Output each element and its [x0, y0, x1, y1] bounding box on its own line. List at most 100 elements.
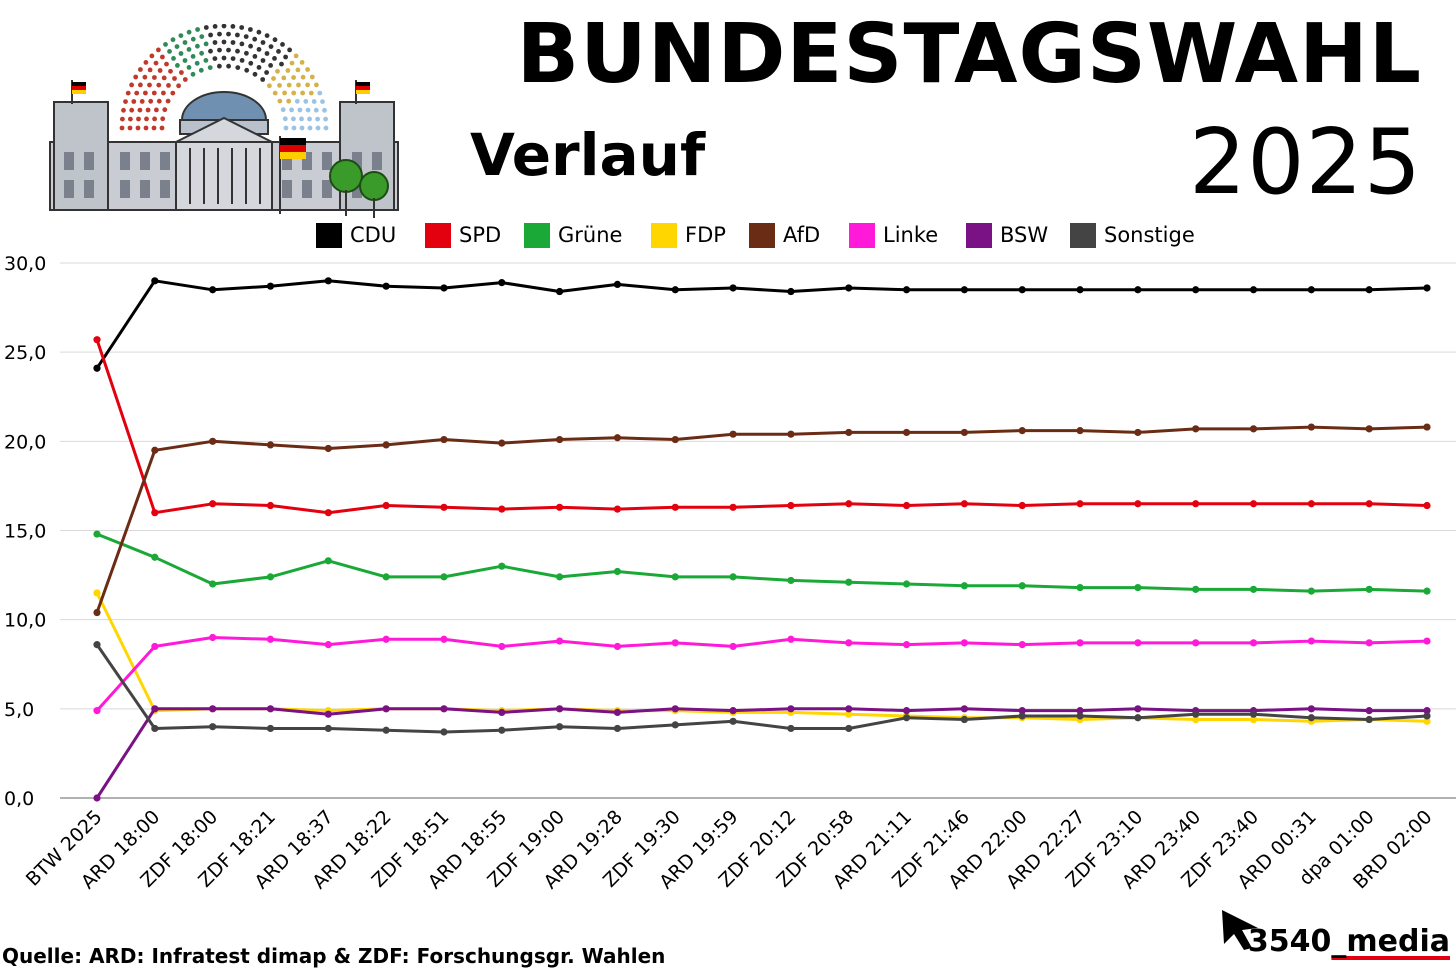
data-point	[1307, 500, 1315, 508]
seat-dot	[166, 83, 171, 88]
seat-dot	[175, 63, 180, 68]
data-point	[324, 557, 332, 565]
data-point	[613, 567, 622, 576]
data-point	[556, 637, 564, 645]
data-point	[151, 724, 159, 733]
seat-dot	[295, 67, 301, 73]
data-point	[324, 724, 332, 733]
data-point	[671, 705, 679, 713]
data-point	[1423, 284, 1431, 292]
seat-dot	[125, 90, 131, 96]
page-title: BUNDESTAGSWAHL	[516, 7, 1422, 102]
seat-dot	[199, 34, 205, 39]
data-point	[1423, 707, 1431, 715]
seat-dot	[305, 67, 310, 72]
data-point	[613, 724, 622, 733]
seat-dot	[230, 24, 236, 29]
series-cdu	[93, 277, 1431, 372]
seat-dot	[256, 29, 262, 35]
seat-dot	[291, 90, 297, 96]
brand-logo: 3540_media	[1248, 924, 1450, 959]
seat-dot	[182, 40, 188, 45]
seat-dot	[323, 116, 328, 122]
data-point	[324, 710, 332, 718]
y-tick-label: 30,0	[4, 253, 46, 275]
data-point	[324, 641, 332, 649]
data-point	[440, 705, 448, 713]
data-point	[209, 633, 217, 642]
data-point	[671, 639, 679, 647]
data-point	[845, 500, 853, 508]
data-point	[440, 728, 448, 736]
seat-dot	[299, 116, 304, 122]
data-point	[1249, 715, 1258, 724]
data-point	[787, 501, 795, 510]
seat-dot	[287, 47, 292, 53]
seat-dot	[300, 90, 305, 96]
data-point	[1423, 587, 1431, 595]
series-linke	[93, 633, 1431, 715]
seat-dot	[272, 90, 278, 96]
seat-dot	[159, 125, 165, 131]
data-point	[671, 435, 679, 444]
data-point	[1076, 500, 1084, 508]
seat-dot	[264, 51, 270, 56]
seat-dot	[149, 53, 155, 59]
data-point	[902, 641, 911, 649]
seat-dot	[135, 125, 141, 131]
data-point	[1018, 582, 1026, 590]
seat-dot	[151, 125, 157, 131]
seat-dot	[283, 54, 288, 60]
seat-dot	[174, 44, 180, 49]
series-line	[95, 279, 1428, 370]
data-point	[845, 578, 853, 586]
legend-swatch	[316, 223, 342, 248]
data-point	[382, 726, 390, 734]
seat-dot	[190, 36, 196, 42]
seat-dot	[186, 65, 192, 70]
seat-dot	[300, 74, 306, 80]
data-point	[902, 714, 911, 722]
series-line	[95, 643, 1428, 734]
seat-dot	[120, 116, 125, 122]
seat-dot	[267, 83, 272, 89]
data-point	[1076, 583, 1084, 592]
data-point	[151, 446, 159, 454]
page-subtitle: Verlauf	[470, 121, 706, 189]
series-bsw	[93, 705, 1431, 802]
data-point	[93, 707, 101, 715]
seat-dot	[297, 107, 303, 113]
seat-dot	[137, 107, 143, 113]
data-point	[1018, 427, 1026, 435]
legend-swatch	[524, 223, 550, 248]
seat-dot	[168, 68, 173, 74]
legend-label: AfD	[783, 223, 820, 247]
seat-dot	[143, 125, 149, 131]
seat-dot	[264, 70, 269, 75]
seat-dot	[156, 98, 162, 104]
data-point	[1423, 712, 1431, 720]
seat-dot	[260, 77, 266, 82]
seat-dot	[308, 90, 314, 96]
seat-dot	[217, 47, 222, 53]
seat-dot	[195, 27, 201, 32]
seat-dot	[138, 82, 143, 88]
seat-dot	[256, 65, 262, 70]
data-point	[787, 635, 795, 643]
data-point	[787, 705, 795, 713]
data-point	[93, 641, 101, 649]
data-point	[1018, 501, 1026, 510]
legend-label: FDP	[685, 223, 726, 247]
data-point	[151, 277, 159, 285]
seat-dot	[283, 125, 289, 131]
seat-dot	[307, 116, 312, 122]
data-point	[787, 430, 795, 438]
data-point	[498, 726, 506, 734]
data-point	[729, 642, 737, 651]
seat-dot	[252, 36, 258, 42]
data-point	[1134, 583, 1142, 592]
data-point	[266, 441, 275, 449]
data-point	[671, 573, 679, 581]
data-point	[1423, 717, 1431, 725]
